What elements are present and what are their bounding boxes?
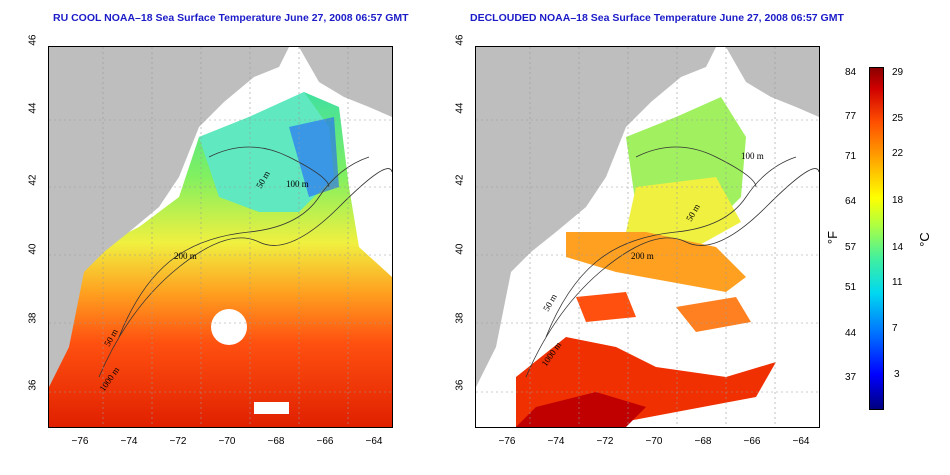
right-lon-tick: −76 bbox=[498, 436, 516, 447]
celsius-tick: 14 bbox=[892, 242, 904, 253]
left-lon-tick: −74 bbox=[120, 436, 138, 447]
right-lon-tick: −72 bbox=[596, 436, 614, 447]
right-contour-label-100m: 100 m bbox=[741, 151, 764, 161]
right-map-title: DECLOUDED NOAA–18 Sea Surface Temperatur… bbox=[470, 12, 844, 24]
right-lon-tick: −70 bbox=[645, 436, 663, 447]
fahrenheit-tick: 51 bbox=[845, 282, 857, 293]
celsius-tick: 25 bbox=[892, 113, 904, 124]
fahrenheit-tick: 37 bbox=[845, 372, 857, 383]
fahrenheit-tick: 71 bbox=[845, 151, 857, 162]
left-lat-tick: 38 bbox=[27, 312, 39, 324]
fahrenheit-unit-label: °F bbox=[825, 230, 841, 245]
left-sst-image: 50 m 100 m 200 m 50 m 1000 m bbox=[49, 47, 392, 427]
celsius-tick: 7 bbox=[892, 323, 898, 334]
left-contour-label-200m: 200 m bbox=[174, 251, 197, 261]
right-sst-map: 50 m 100 m 200 m 50 m 1000 m bbox=[475, 46, 820, 428]
right-contour-label-200m: 200 m bbox=[631, 251, 654, 261]
left-lon-tick: −68 bbox=[267, 436, 285, 447]
temperature-colorbar bbox=[869, 67, 884, 410]
left-lat-tick: 44 bbox=[27, 102, 39, 114]
left-lat-tick: 40 bbox=[27, 243, 39, 255]
left-lon-tick: −72 bbox=[169, 436, 187, 447]
left-lon-tick: −70 bbox=[218, 436, 236, 447]
right-sst-image: 50 m 100 m 200 m 50 m 1000 m bbox=[476, 47, 819, 427]
right-lon-tick: −74 bbox=[547, 436, 565, 447]
right-lat-tick: 40 bbox=[454, 243, 466, 255]
left-lat-tick: 42 bbox=[27, 174, 39, 186]
left-lat-tick: 36 bbox=[27, 379, 39, 391]
celsius-tick: 18 bbox=[892, 195, 904, 206]
right-lon-tick: −64 bbox=[792, 436, 810, 447]
fahrenheit-tick: 44 bbox=[845, 328, 857, 339]
right-lon-tick: −68 bbox=[694, 436, 712, 447]
celsius-tick: 29 bbox=[892, 67, 904, 78]
right-lat-tick: 42 bbox=[454, 174, 466, 186]
celsius-tick: 3 bbox=[894, 369, 900, 380]
left-sst-map: 50 m 100 m 200 m 50 m 1000 m bbox=[48, 46, 393, 428]
celsius-unit-label: °C bbox=[916, 232, 932, 247]
left-lat-tick: 46 bbox=[27, 34, 39, 46]
fahrenheit-tick: 84 bbox=[845, 67, 857, 78]
left-map-title: RU COOL NOAA–18 Sea Surface Temperature … bbox=[53, 12, 409, 24]
right-lat-tick: 46 bbox=[454, 34, 466, 46]
right-lat-tick: 36 bbox=[454, 379, 466, 391]
right-lat-tick: 44 bbox=[454, 102, 466, 114]
celsius-tick: 11 bbox=[892, 277, 903, 288]
fahrenheit-tick: 77 bbox=[845, 111, 857, 122]
left-lon-tick: −64 bbox=[365, 436, 383, 447]
right-lon-tick: −66 bbox=[743, 436, 761, 447]
celsius-tick: 22 bbox=[892, 148, 904, 159]
fahrenheit-tick: 64 bbox=[845, 196, 857, 207]
left-lon-tick: −66 bbox=[316, 436, 334, 447]
fahrenheit-tick: 57 bbox=[845, 242, 857, 253]
right-lat-tick: 38 bbox=[454, 312, 466, 324]
left-contour-label-100m: 100 m bbox=[286, 179, 309, 189]
left-lon-tick: −76 bbox=[71, 436, 89, 447]
